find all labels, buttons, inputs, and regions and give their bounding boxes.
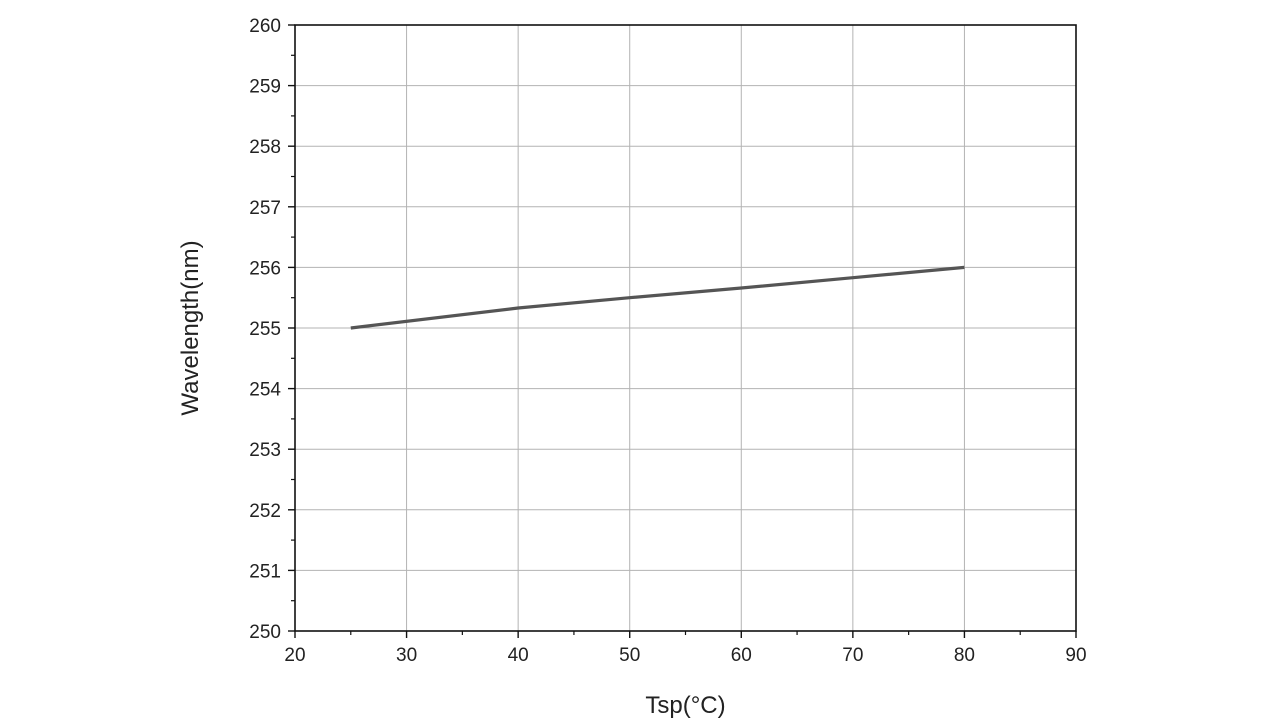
y-tick-label: 259 (249, 77, 281, 98)
y-tick-label: 260 (249, 16, 281, 37)
tick-labels: 20 30 40 50 60 70 80 90 250 251 252 253 254 255 256 257… (249, 16, 1086, 666)
y-tick-label: 250 (249, 622, 281, 643)
y-tick-label: 258 (249, 137, 281, 158)
y-tick-label: 254 (249, 380, 281, 401)
x-axis-label: Tsp(°C) (645, 692, 725, 719)
x-tick-label: 70 (842, 645, 863, 666)
x-tick-label: 50 (619, 645, 640, 666)
y-tick-label: 251 (249, 561, 281, 582)
y-tick-label: 255 (249, 319, 281, 340)
y-tick-label: 256 (249, 258, 281, 279)
x-tick-label: 90 (1065, 645, 1086, 666)
y-tick-label: 252 (249, 501, 281, 522)
y-axis-label: Wavelength(nm) (177, 240, 204, 415)
y-tick-label: 253 (249, 440, 281, 461)
series-layer (350, 265, 965, 330)
x-tick-label: 60 (731, 645, 752, 666)
x-tick-label: 20 (284, 645, 305, 666)
series-line (350, 265, 965, 330)
axis-ticks (288, 24, 1077, 638)
x-tick-label: 40 (508, 645, 529, 666)
x-tick-label: 30 (396, 645, 417, 666)
grid-lines (295, 25, 1076, 631)
y-tick-label: 257 (249, 198, 281, 219)
x-tick-label: 80 (954, 645, 975, 666)
